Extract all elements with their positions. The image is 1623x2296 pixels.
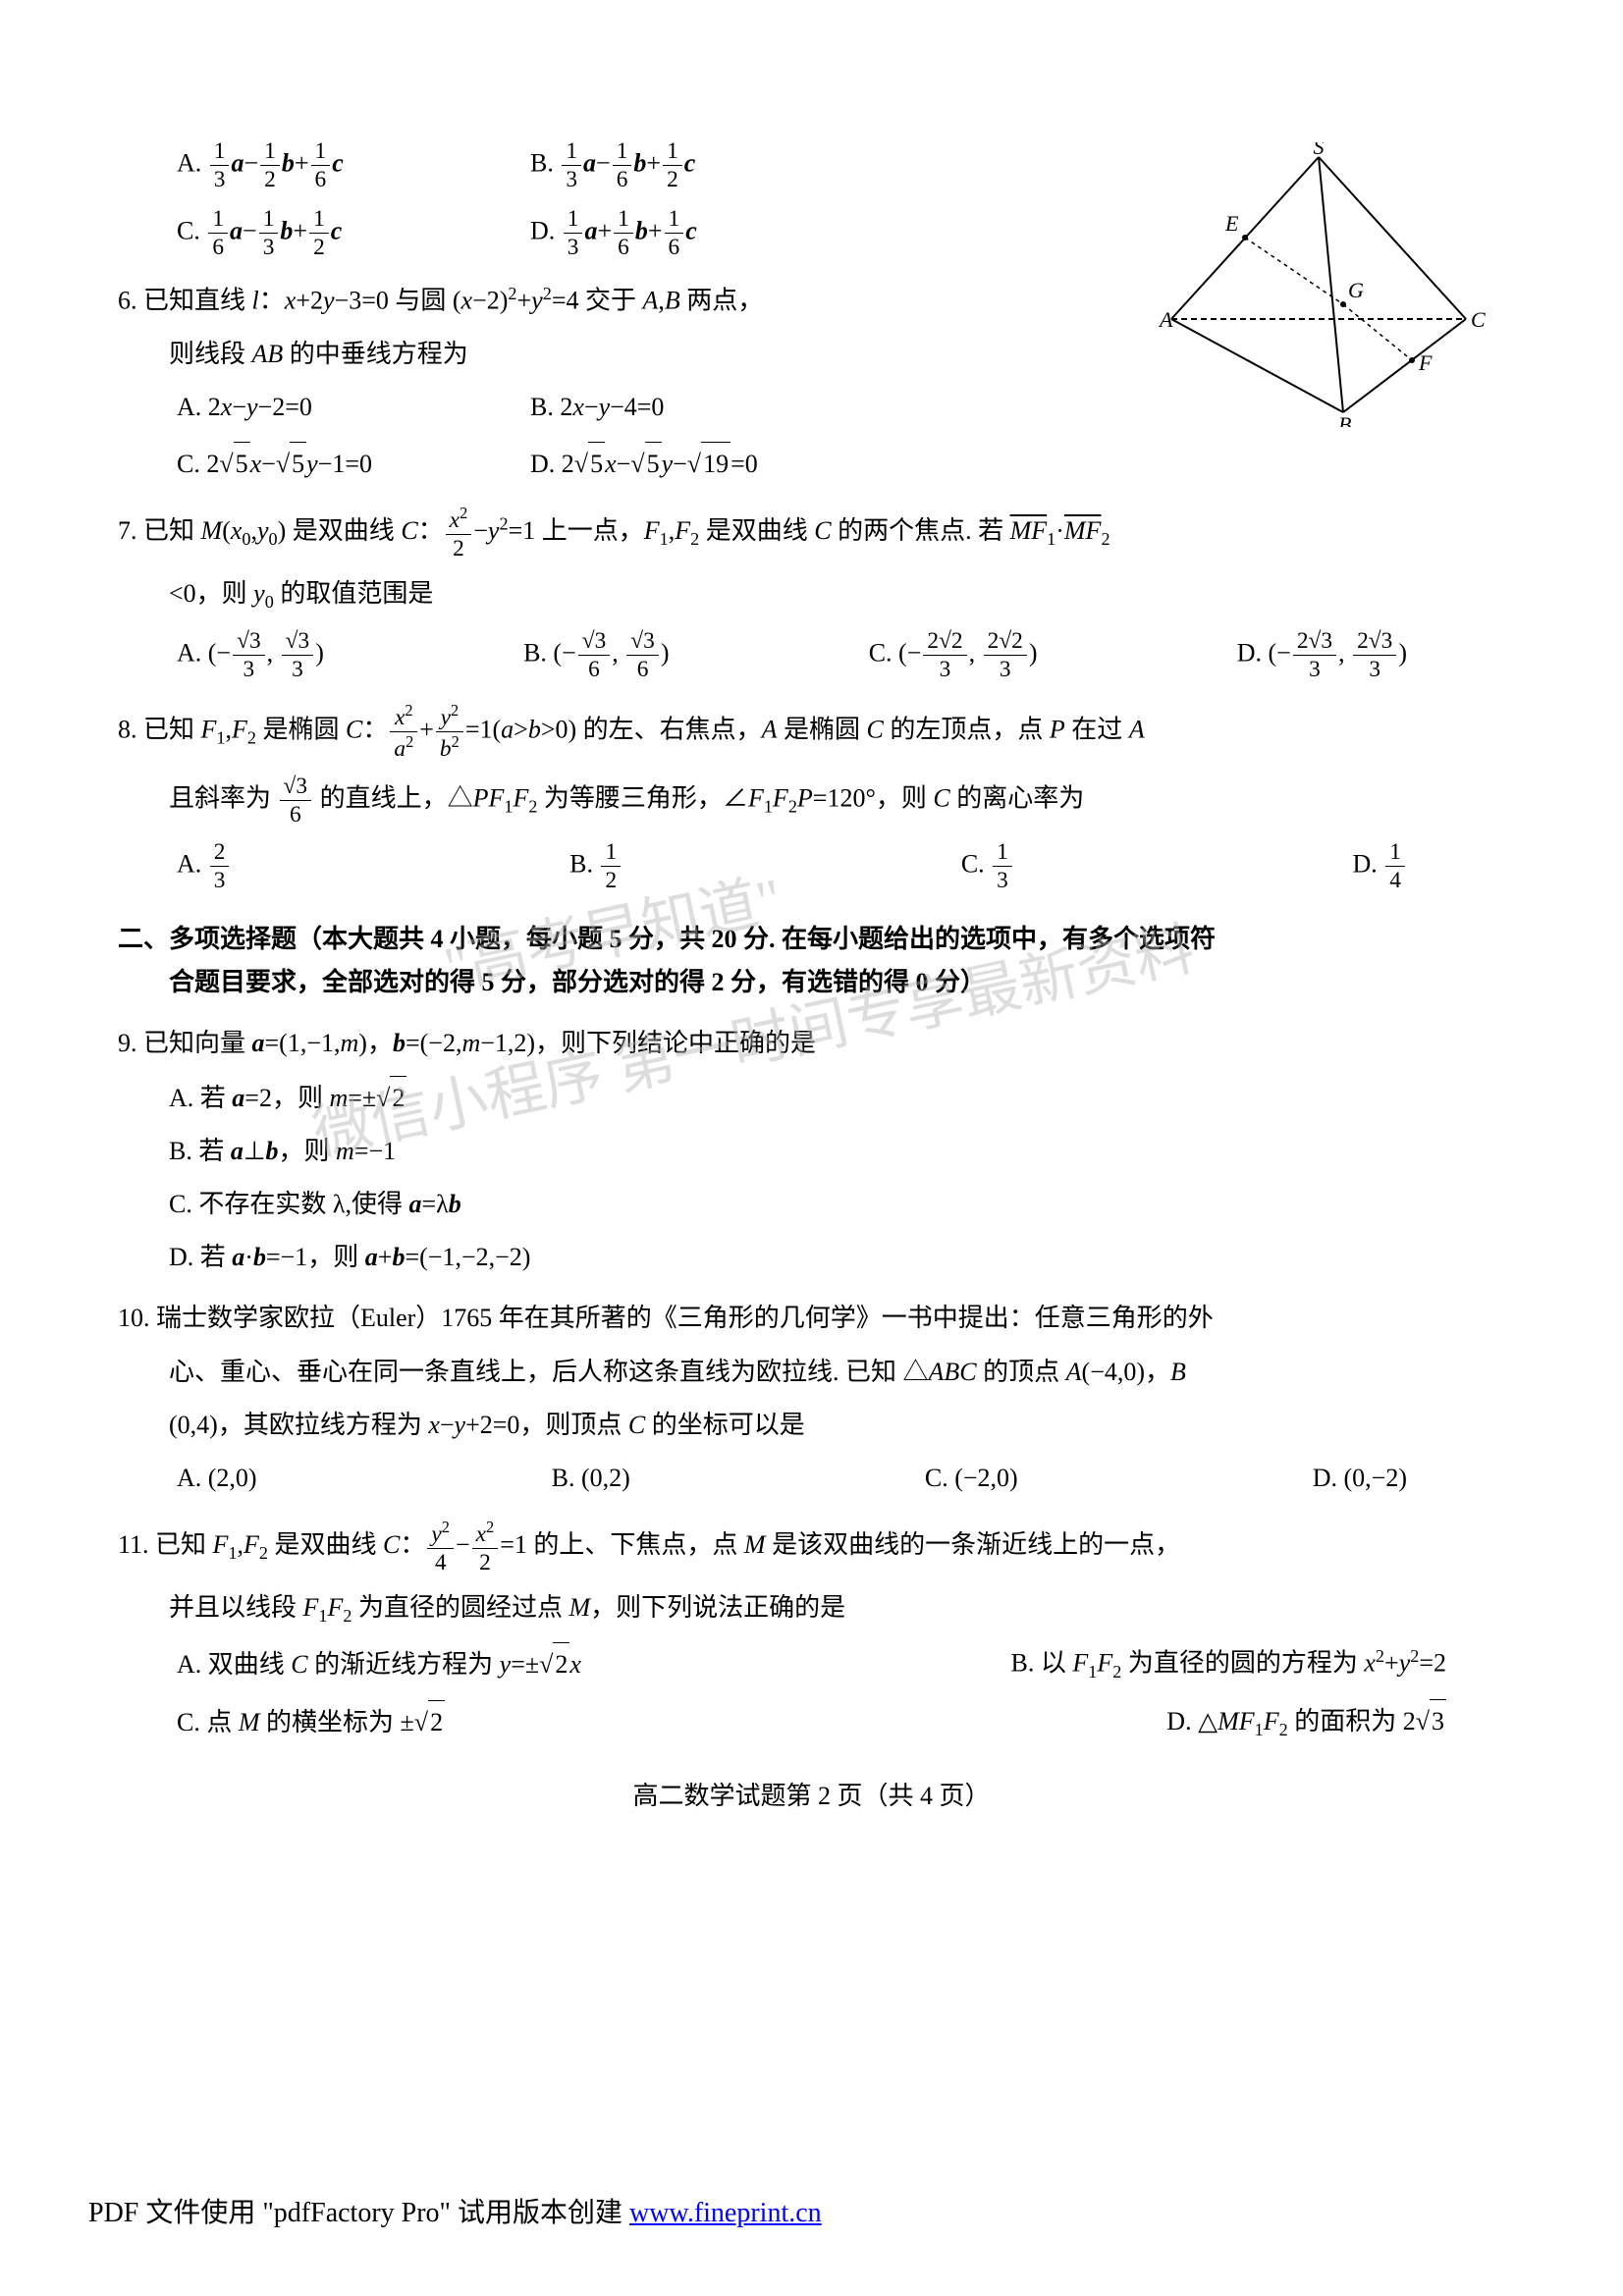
q8-option-a: A. 23 [177,838,231,894]
svg-text:F: F [1418,350,1433,375]
q7-stem-line-2: <0，则 y0 的取值范围是 [118,572,1505,617]
q10-stem-line-1: 10. 瑞士数学家欧拉（Euler）1765 年在其所著的《三角形的几何学》一书… [118,1297,1505,1340]
q11-stem-line-1: 11. 已知 F1,F2 是双曲线 C：y24−x22=1 的上、下焦点，点 M… [118,1518,1505,1576]
q7-option-b: B. (−√36, √36) [523,627,669,683]
question-11: 11. 已知 F1,F2 是双曲线 C：y24−x22=1 的上、下焦点，点 M… [118,1518,1505,1745]
q6-option-d: D. 25x−5y−19=0 [530,442,758,486]
q10-option-b: B. (0,2) [552,1457,630,1500]
q5-option-a: A. 13a−12b+16c [177,137,530,193]
q9-option-b: B. 若 a⊥b，则 m=−1 [118,1130,1505,1173]
q11-stem-line-2: 并且以线段 F1F2 为直径的圆经过点 M，则下列说法正确的是 [118,1586,1505,1631]
svg-text:A: A [1158,307,1173,332]
section-2-line-2: 合题目要求，全部选对的得 5 分，部分选对的得 2 分，有选错的得 0 分） [118,961,1505,1004]
q9-option-a: A. 若 a=2，则 m=±2 [118,1076,1505,1120]
q10-option-a: A. (2,0) [177,1457,257,1500]
q10-option-c: C. (−2,0) [925,1457,1018,1500]
q9-stem: 9. 已知向量 a=(1,−1,m)，b=(−2,m−1,2)，则下列结论中正确… [118,1022,1505,1065]
q7-option-d: D. (−2√33, 2√33) [1237,627,1407,683]
q6-option-a: A. 2x−y−2=0 [177,386,530,429]
q8-stem-line-2: 且斜率为 √36 的直线上，△PF1F2 为等腰三角形，∠F1F2P=120°，… [118,773,1505,828]
question-8: 8. 已知 F1,F2 是椭圆 C：x2a2+y2b2=1(a>b>0) 的左、… [118,701,1505,894]
q8-option-b: B. 12 [569,838,622,894]
tetrahedron-diagram: S A B C E F G [1142,142,1495,427]
svg-text:S: S [1314,142,1325,159]
pdf-footer-link[interactable]: www.fineprint.cn [629,2198,822,2228]
q11-option-b: B. 以 F1F2 为直径的圆的方程为 x2+y2=2 [1011,1641,1446,1687]
q5-option-d: D. 13a+16b+16c [530,205,697,261]
question-9: 9. 已知向量 a=(1,−1,m)，b=(−2,m−1,2)，则下列结论中正确… [118,1022,1505,1279]
pdf-footer-text: PDF 文件使用 "pdfFactory Pro" 试用版本创建 [88,2198,629,2228]
q11-option-c: C. 点 M 的横坐标为 ±2 [177,1700,445,1744]
q7-option-a: A. (−√33, √33) [177,627,324,683]
q6-option-b: B. 2x−y−4=0 [530,386,664,429]
svg-text:B: B [1338,412,1351,427]
svg-text:E: E [1224,211,1239,236]
q8-option-c: C. 13 [961,838,1014,894]
q7-option-c: C. (−2√23, 2√23) [869,627,1038,683]
q6-option-c: C. 25x−5y−1=0 [177,442,530,486]
q10-stem-line-3: (0,4)，其欧拉线方程为 x−y+2=0，则顶点 C 的坐标可以是 [118,1404,1505,1447]
q10-option-d: D. (0,−2) [1313,1457,1407,1500]
page-footer: 高二数学试题第 2 页（共 4 页） [118,1775,1505,1818]
svg-text:G: G [1348,278,1364,302]
q11-option-a: A. 双曲线 C 的渐近线方程为 y=±2x [177,1642,581,1686]
q8-option-d: D. 14 [1353,838,1407,894]
q7-stem-line-1: 7. 已知 M(x0,y0) 是双曲线 C：x22−y2=1 上一点，F1,F2… [118,504,1505,562]
q9-option-c: C. 不存在实数 λ,使得 a=λb [118,1183,1505,1226]
q10-stem-line-2: 心、重心、垂心在同一条直线上，后人称这条直线为欧拉线. 已知 △ABC 的顶点 … [118,1351,1505,1394]
section-2-header: 二、多项选择题（本大题共 4 小题，每小题 5 分，共 20 分. 在每小题给出… [118,918,1505,1004]
pdf-footer: PDF 文件使用 "pdfFactory Pro" 试用版本创建 www.fin… [88,2190,822,2237]
question-10: 10. 瑞士数学家欧拉（Euler）1765 年在其所著的《三角形的几何学》一书… [118,1297,1505,1500]
q8-stem-line-1: 8. 已知 F1,F2 是椭圆 C：x2a2+y2b2=1(a>b>0) 的左、… [118,701,1505,763]
q5-option-b: B. 13a−16b+12c [530,137,695,193]
q11-option-d: D. △MF1F2 的面积为 23 [1166,1699,1446,1745]
section-2-line-1: 二、多项选择题（本大题共 4 小题，每小题 5 分，共 20 分. 在每小题给出… [118,918,1505,961]
q9-option-d: D. 若 a·b=−1，则 a+b=(−1,−2,−2) [118,1236,1505,1279]
q5-option-c: C. 16a−13b+12c [177,205,530,261]
svg-text:C: C [1471,307,1486,332]
question-7: 7. 已知 M(x0,y0) 是双曲线 C：x22−y2=1 上一点，F1,F2… [118,504,1505,683]
